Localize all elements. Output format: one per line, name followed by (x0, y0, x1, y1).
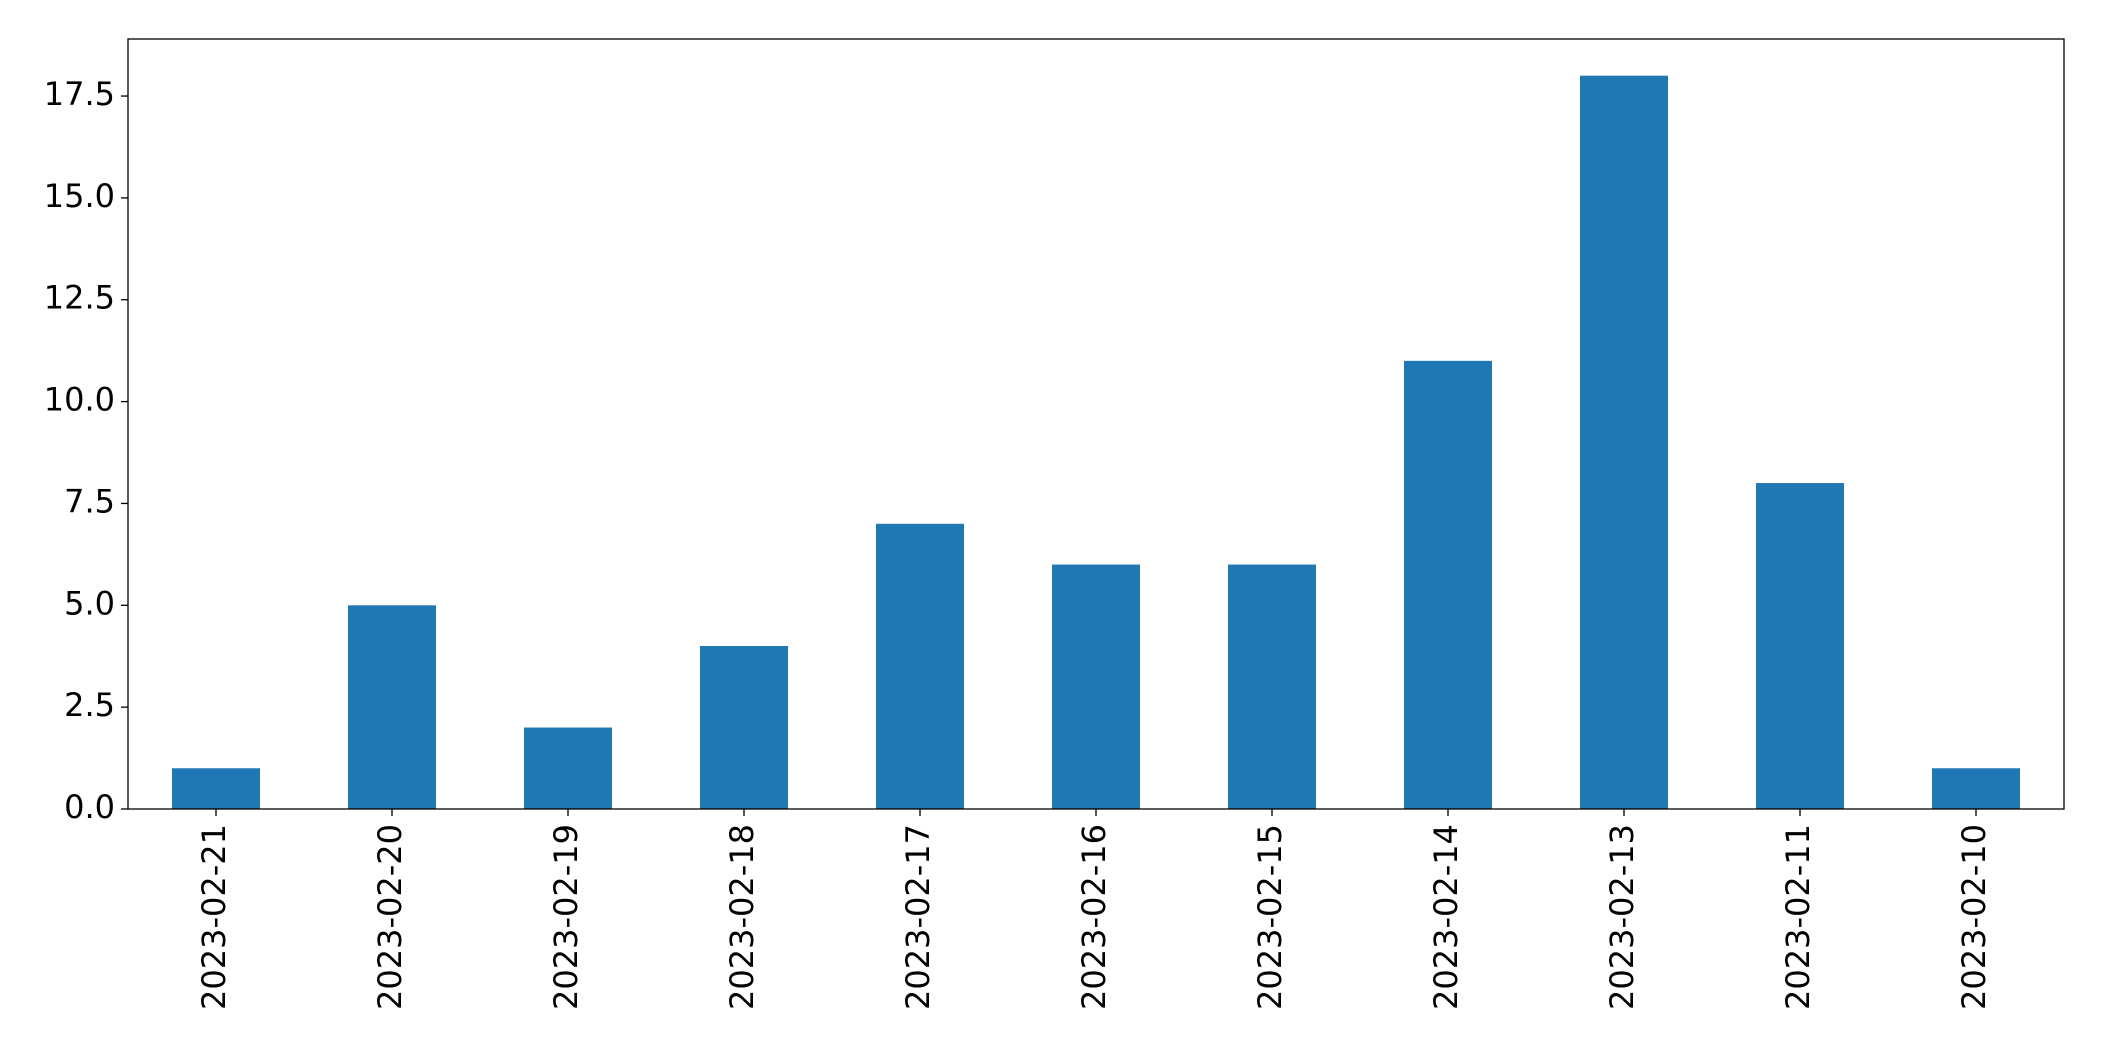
plot-frame (127, 38, 2065, 810)
bar (1404, 360, 1492, 809)
x-tick-label: 2023-02-10 (1955, 824, 1993, 1010)
bar (1052, 564, 1140, 809)
bar (876, 523, 964, 809)
x-tick-label: 2023-02-14 (1427, 824, 1465, 1010)
bar (700, 646, 788, 809)
bar (1756, 483, 1844, 809)
y-tick-label: 2.5 (64, 686, 115, 724)
x-tick-label: 2023-02-15 (1251, 824, 1289, 1010)
y-tick-label: 17.5 (44, 75, 115, 113)
x-tick-label: 2023-02-11 (1779, 824, 1817, 1010)
bar (524, 727, 612, 809)
bar (1932, 768, 2020, 809)
bar (172, 768, 260, 809)
bar (1580, 75, 1668, 809)
x-tick-label: 2023-02-17 (899, 824, 937, 1010)
y-tick-label: 0.0 (64, 788, 115, 826)
x-tick-label: 2023-02-16 (1075, 824, 1113, 1010)
y-tick-label: 10.0 (44, 381, 115, 419)
x-tick-label: 2023-02-20 (371, 824, 409, 1010)
y-tick-label: 12.5 (44, 279, 115, 317)
bar (348, 605, 436, 809)
x-tick-label: 2023-02-19 (547, 824, 585, 1010)
x-tick-label: 2023-02-13 (1603, 824, 1641, 1010)
y-tick-label: 7.5 (64, 482, 115, 520)
bar (1228, 564, 1316, 809)
y-tick-label: 5.0 (64, 584, 115, 622)
x-tick-label: 2023-02-21 (195, 824, 233, 1010)
x-tick-label: 2023-02-18 (723, 824, 761, 1010)
y-tick-label: 15.0 (44, 177, 115, 215)
